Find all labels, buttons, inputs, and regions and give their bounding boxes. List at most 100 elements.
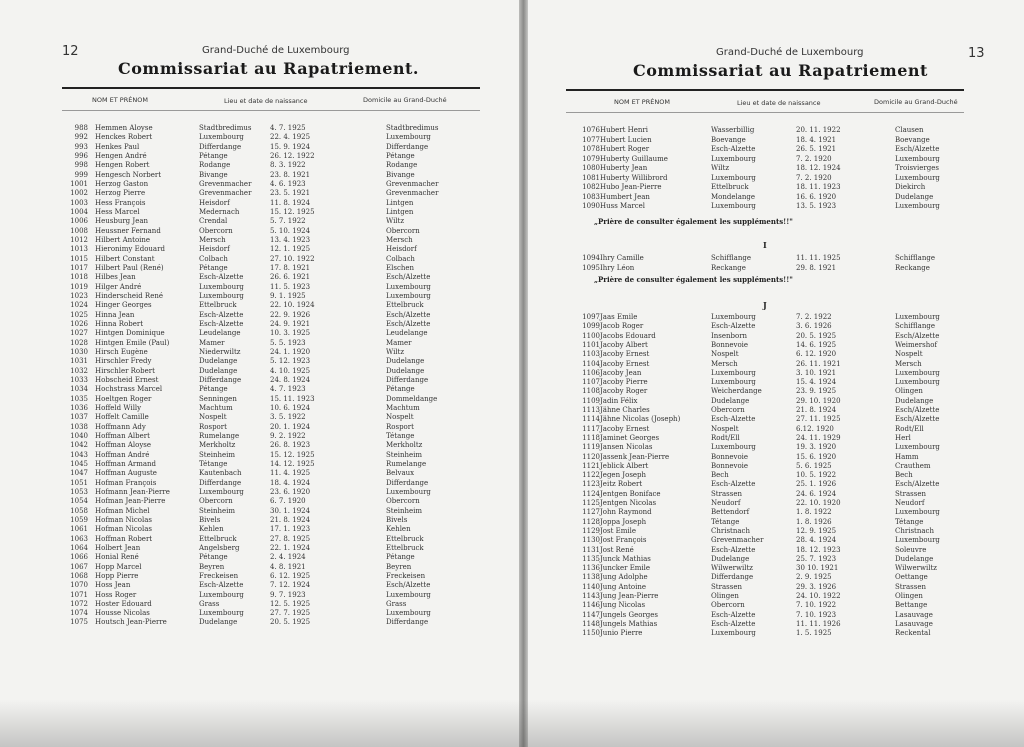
- cell-name: Hubert Henri: [600, 126, 648, 134]
- cell-birthplace: Bivels: [199, 515, 221, 524]
- cell-number: 1008: [70, 226, 88, 235]
- cell-birthplace: Nospelt: [711, 350, 739, 359]
- cell-domicile: Mamer: [386, 338, 412, 347]
- cell-birthplace: Grevenmacher: [711, 536, 764, 545]
- cell-number: 1148: [582, 619, 600, 628]
- cell-domicile: Rodange: [386, 161, 418, 170]
- cell-birthplace: Strassen: [711, 489, 742, 498]
- cell-domicile: Esch/Alzette: [895, 145, 940, 153]
- cell-number: 1034: [70, 385, 88, 394]
- cell-birthdate: 14. 12. 1925: [270, 459, 315, 468]
- cell-domicile: Kehlen: [386, 525, 411, 534]
- cell-number: 998: [74, 161, 88, 170]
- cell-number: 1070: [70, 581, 88, 590]
- cell-birthplace: Dudelange: [199, 357, 238, 366]
- cell-birthdate: 24. 10. 1922: [796, 592, 841, 600]
- cell-domicile: Pétange: [386, 385, 415, 394]
- cell-birthplace: Medernach: [199, 207, 240, 216]
- cell-name: Heusburg Jean: [95, 217, 149, 226]
- cell-birthplace: Pétange: [199, 263, 228, 272]
- cell-birthplace: Rodange: [199, 161, 231, 170]
- page-title: Commissariat au Rapatriement.: [118, 59, 419, 78]
- cell-name: Hofman Nicolas: [95, 515, 152, 524]
- cell-name: Jansen Nicolas: [600, 443, 653, 452]
- cell-birthdate: 6. 12. 1920: [796, 350, 837, 359]
- cell-birthdate: 12. 5. 1925: [270, 599, 311, 608]
- cell-name: Jung Nicolas: [600, 601, 646, 610]
- cell-domicile: Schifflange: [895, 254, 935, 262]
- cell-number: 1103: [582, 350, 600, 359]
- cell-number: 1072: [70, 599, 88, 608]
- cell-birthplace: Wiltz: [711, 164, 730, 172]
- cell-name: Hoeltgen Roger: [95, 394, 152, 403]
- cell-number: 1146: [582, 601, 600, 610]
- cell-domicile: Luxembourg: [895, 378, 940, 387]
- cell-name: Humbert Jean: [600, 192, 650, 201]
- cell-domicile: Luxembourg: [895, 536, 940, 545]
- supplement-note: „Prière de consulter également les suppl…: [594, 275, 793, 284]
- cell-birthplace: Stadtbredimus: [199, 124, 252, 132]
- cell-birthdate: 7. 12. 1924: [270, 581, 311, 590]
- cell-domicile: Pétange: [386, 151, 415, 160]
- column-header-domicile: Domicile au Grand-Duché: [874, 98, 958, 106]
- cell-birthdate: 24. 9. 1921: [270, 319, 311, 328]
- cell-domicile: Hamm: [895, 452, 919, 461]
- cell-name: Jacoby Pierre: [600, 378, 648, 387]
- cell-domicile: Machtum: [386, 403, 420, 412]
- cell-birthplace: Obercorn: [199, 226, 233, 235]
- cell-birthplace: Olingen: [711, 592, 739, 600]
- cell-name: Hubo Jean-Pierre: [600, 183, 662, 191]
- cell-birthdate: 18. 4. 1924: [270, 478, 311, 487]
- cell-birthplace: Esch-Alzette: [711, 619, 756, 628]
- cell-number: 992: [74, 133, 88, 142]
- cell-domicile: Grass: [386, 599, 407, 608]
- cell-birthdate: 13. 5. 1923: [796, 202, 837, 210]
- cell-birthplace: Luxembourg: [711, 378, 756, 387]
- cell-birthdate: 5. 12. 1923: [270, 357, 311, 366]
- cell-birthdate: 3. 6. 1926: [796, 322, 832, 331]
- cell-name: Hubert Roger: [600, 145, 650, 153]
- cell-birthplace: Neudorf: [711, 499, 741, 507]
- cell-domicile: Dudelange: [895, 554, 934, 563]
- cell-birthplace: Tétange: [711, 517, 740, 526]
- cell-number: 1147: [582, 610, 600, 619]
- cell-name: Hoffman Armand: [95, 459, 157, 468]
- cell-birthplace: Esch-Alzette: [711, 480, 756, 489]
- cell-domicile: Bech: [895, 471, 913, 480]
- cell-domicile: Herl: [895, 433, 911, 442]
- cell-domicile: Luxembourg: [895, 154, 940, 163]
- cell-domicile: Wilwerwiltz: [895, 564, 937, 573]
- cell-domicile: Bivange: [386, 170, 415, 179]
- cell-number: 1001: [70, 179, 88, 188]
- cell-number: 1003: [70, 198, 88, 207]
- cell-name: Henkes Paul: [95, 142, 140, 151]
- cell-name: Hoffeld Willy: [95, 403, 142, 412]
- cell-birthdate: 10. 5. 1922: [796, 471, 837, 480]
- section-letter: J: [763, 300, 767, 310]
- cell-birthplace: Differdange: [199, 375, 242, 384]
- cell-birthdate: 27. 7. 1925: [270, 609, 311, 618]
- cell-birthplace: Steinheim: [199, 450, 236, 459]
- cell-name: Junio Pierre: [600, 629, 643, 638]
- cell-birthdate: 24. 6. 1924: [796, 489, 837, 498]
- cell-domicile: Dommeldange: [386, 394, 438, 403]
- cell-birthplace: Rosport: [199, 422, 227, 431]
- cell-birthdate: 11. 4. 1925: [270, 469, 311, 478]
- cell-birthdate: 10. 3. 1925: [270, 329, 311, 338]
- cell-domicile: Differdange: [386, 618, 429, 627]
- cell-domicile: Obercorn: [386, 497, 420, 506]
- cell-name: Jassenk Jean-Pierre: [600, 452, 670, 461]
- cell-number: 1064: [70, 543, 88, 552]
- cell-domicile: Rosport: [386, 422, 414, 431]
- cell-birthplace: Kautenbach: [199, 469, 242, 478]
- cell-domicile: Troisvierges: [895, 164, 939, 172]
- cell-birthplace: Kehlen: [199, 525, 224, 534]
- column-header-name: NOM ET PRÉNOM: [614, 98, 670, 106]
- cell-birthplace: Esch-Alzette: [199, 310, 244, 319]
- cell-name: Hobscheid Ernest: [95, 375, 159, 384]
- cell-name: Jeblick Albert: [600, 461, 649, 470]
- cell-number: 1017: [70, 263, 88, 272]
- cell-number: 988: [74, 124, 88, 132]
- cell-birthdate: 9. 7. 1923: [270, 590, 306, 599]
- cell-name: Jentgen Boniface: [600, 489, 661, 498]
